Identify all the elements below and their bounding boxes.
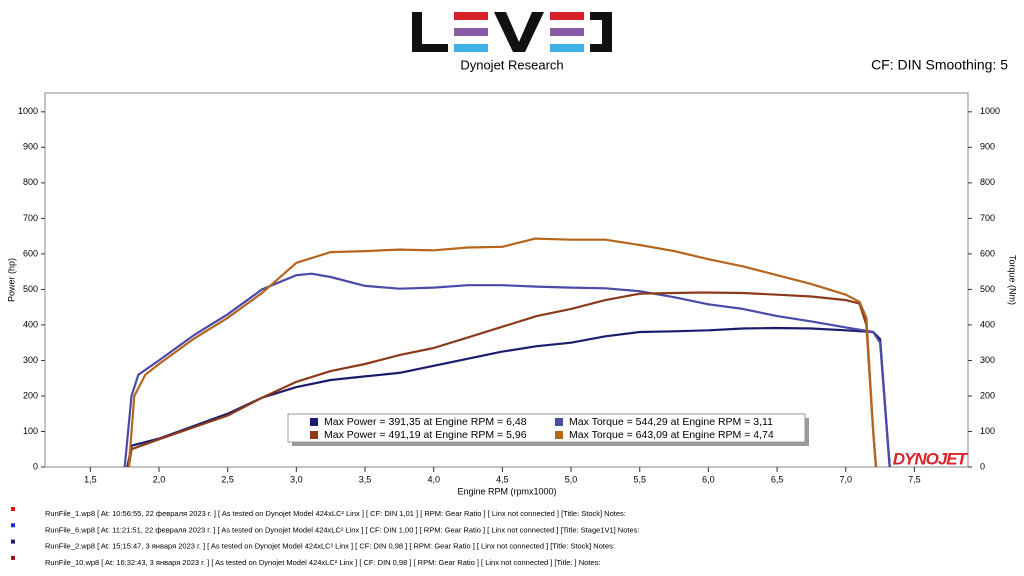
legend-swatch <box>555 431 563 439</box>
legend-swatch <box>310 418 318 426</box>
legend-swatch <box>310 431 318 439</box>
x-tick-label: 7,5 <box>908 474 921 484</box>
y-tick-label: 0 <box>33 461 38 471</box>
y2-tick-label: 600 <box>980 248 995 258</box>
y-axis-label: Power (hp) <box>6 258 16 302</box>
run-info: RunFile_10.wp8 [ At: 16:32:43, 3 января … <box>45 558 600 567</box>
run-marker <box>11 507 15 511</box>
run-info: RunFile_2.wp8 [ At: 15:15:47, 3 января 2… <box>45 542 615 551</box>
x-tick-label: 2,5 <box>221 474 234 484</box>
y-tick-label: 400 <box>23 319 38 329</box>
x-tick-label: 5,5 <box>633 474 646 484</box>
x-axis-label: Engine RPM (rpmx1000) <box>457 486 556 496</box>
legend: Max Power = 391,35 at Engine RPM = 6,48 M… <box>287 413 809 446</box>
y-tick-label: 500 <box>23 284 38 294</box>
legend-label: Max Torque = 544,29 at Engine RPM = 3,11 <box>569 416 773 428</box>
x-tick-label: 7,0 <box>839 474 852 484</box>
run-info: RunFile_6.wp8 [ At: 11:21:51, 22 февраля… <box>45 525 639 534</box>
legend-label: Max Torque = 643,09 at Engine RPM = 4,74 <box>569 429 774 441</box>
y2-tick-label: 700 <box>980 213 995 223</box>
series-line <box>123 272 891 468</box>
x-tick-label: 3,0 <box>290 474 303 484</box>
y-tick-label: 900 <box>23 142 38 152</box>
series-line <box>126 326 891 468</box>
y2-axis-label: Torque (Nm) <box>1008 255 1018 305</box>
y-tick-label: 1000 <box>18 106 38 116</box>
y2-tick-label: 400 <box>980 319 995 329</box>
legend-swatch <box>555 418 563 426</box>
y2-tick-label: 0 <box>980 461 985 471</box>
x-tick-label: 6,0 <box>702 474 715 484</box>
series-line <box>127 237 878 468</box>
x-tick-label: 2,0 <box>153 474 166 484</box>
y-tick-label: 300 <box>23 355 38 365</box>
y2-tick-label: 100 <box>980 426 995 436</box>
x-tick-label: 4,5 <box>496 474 509 484</box>
watermark: DYNOJET <box>893 449 969 468</box>
y2-tick-label: 300 <box>980 355 995 365</box>
brand: Dynojet Research <box>460 57 563 72</box>
y-tick-label: 600 <box>23 248 38 258</box>
plot-frame <box>44 92 969 468</box>
y2-tick-label: 500 <box>980 284 995 294</box>
run-marker <box>11 523 15 528</box>
y-tick-label: 700 <box>23 213 38 223</box>
x-tick-label: 6,5 <box>771 474 784 484</box>
x-tick-label: 1,5 <box>84 474 97 484</box>
y-tick-label: 100 <box>23 426 38 436</box>
series-line <box>127 291 878 468</box>
run-marker <box>11 555 15 560</box>
y2-tick-label: 200 <box>980 390 995 400</box>
settings-text: CF: DIN Smoothing: 5 <box>871 57 1008 73</box>
y-tick-label: 800 <box>23 177 38 187</box>
y2-tick-label: 900 <box>980 142 995 152</box>
y2-tick-label: 800 <box>980 177 995 187</box>
run-info: RunFile_1.wp8 [ At: 10:56:55, 22 февраля… <box>45 509 626 518</box>
y-tick-label: 200 <box>23 390 38 400</box>
run-marker <box>11 539 15 544</box>
legend-label: Max Power = 391,35 at Engine RPM = 6,48 <box>324 416 527 428</box>
legend-label: Max Power = 491,19 at Engine RPM = 5,96 <box>324 429 527 441</box>
x-tick-label: 3,5 <box>359 474 372 484</box>
logo <box>412 12 612 52</box>
x-tick-label: 4,0 <box>427 474 440 484</box>
x-tick-label: 5,0 <box>565 474 578 484</box>
y2-tick-label: 1000 <box>980 106 1000 116</box>
